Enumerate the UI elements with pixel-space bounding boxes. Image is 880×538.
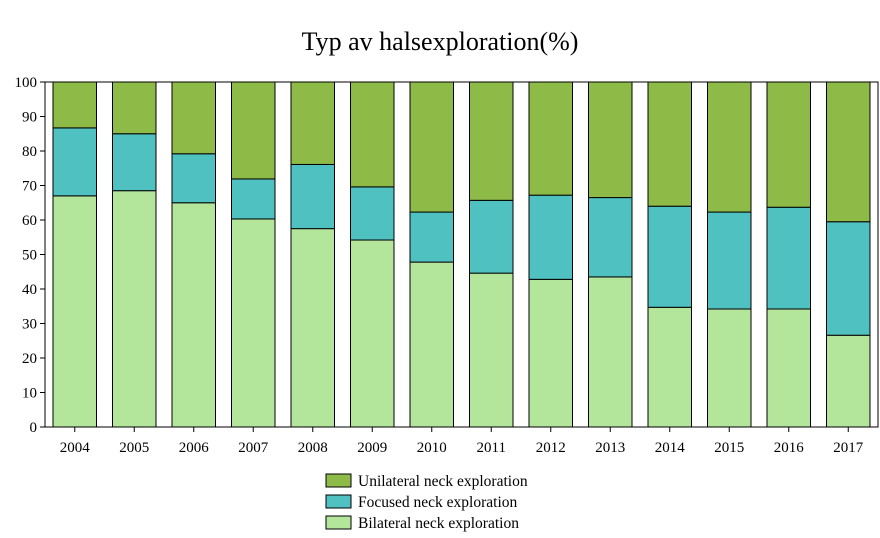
bar-2006-series-0: [171, 202, 216, 428]
bar-2009-series-2: [350, 81, 395, 188]
x-tick-label-2007: 2007: [238, 440, 269, 456]
y-tick-label-40: 40: [22, 282, 37, 298]
legend-swatch-0: [325, 473, 352, 488]
bar-2016-series-0: [766, 308, 811, 428]
x-tick-label-2013: 2013: [595, 440, 625, 456]
bar-2006-series-2: [171, 81, 216, 155]
bar-2017-series-1: [826, 221, 871, 336]
y-tick-label-90: 90: [22, 110, 37, 126]
bar-2009-series-0: [350, 239, 395, 428]
bar-2005-series-0: [112, 190, 157, 428]
bar-2016-series-1: [766, 206, 811, 310]
y-tick-label-70: 70: [22, 179, 37, 195]
axes-layer: 2004 2005 2006 2007 2008 2009 2010 2011 2012 2013…: [15, 75, 879, 456]
bar-2013-series-2: [588, 81, 633, 199]
bar-2004-series-2: [52, 81, 97, 129]
x-tick-label-2012: 2012: [536, 440, 566, 456]
y-tick-label-10: 10: [22, 386, 37, 402]
bar-2008-series-1: [290, 163, 335, 230]
legend-swatch-2: [325, 515, 352, 530]
bar-2010-series-0: [409, 261, 454, 428]
bar-2014-series-1: [647, 205, 692, 308]
chart-title: Typ av halsexploration(%): [302, 27, 579, 56]
x-tick-label-2009: 2009: [357, 440, 387, 456]
y-tick-label-0: 0: [30, 420, 38, 436]
bar-2009-series-1: [350, 186, 395, 241]
y-tick-label-80: 80: [22, 144, 37, 160]
bar-2014-series-0: [647, 306, 692, 428]
bar-2006-series-1: [171, 153, 216, 204]
y-tick-label-60: 60: [22, 213, 37, 229]
bar-2011-series-2: [469, 81, 514, 201]
bar-2015-series-0: [707, 308, 752, 428]
bar-2005-series-2: [112, 81, 157, 135]
bar-2011-series-1: [469, 199, 514, 274]
x-tick-label-2010: 2010: [417, 440, 447, 456]
x-tick-label-2017: 2017: [833, 440, 864, 456]
bar-2007-series-1: [231, 178, 276, 220]
bars-layer: [52, 81, 871, 428]
x-tick-label-2006: 2006: [179, 440, 210, 456]
x-tick-label-2014: 2014: [655, 440, 686, 456]
x-tick-label-2011: 2011: [477, 440, 506, 456]
legend: Unilateral neck exploration Focused neck …: [325, 473, 528, 532]
y-tick-label-20: 20: [22, 351, 37, 367]
x-tick-label-2016: 2016: [774, 440, 805, 456]
bar-2012-series-0: [528, 278, 573, 428]
bar-2017-series-0: [826, 334, 871, 428]
bar-2013-series-0: [588, 276, 633, 428]
bar-2007-series-0: [231, 218, 276, 428]
bar-2008-series-2: [290, 81, 335, 165]
bar-2007-series-2: [231, 81, 276, 180]
bar-2012-series-1: [528, 194, 573, 280]
bar-2004-series-1: [52, 127, 97, 197]
x-tick-label-2005: 2005: [119, 440, 149, 456]
x-tick-label-2004: 2004: [60, 440, 91, 456]
y-tick-label-50: 50: [22, 248, 37, 264]
x-tick-label-2008: 2008: [298, 440, 328, 456]
bar-2010-series-1: [409, 211, 454, 263]
plot-frame: [44, 81, 879, 428]
bar-2010-series-2: [409, 81, 454, 213]
bar-2012-series-2: [528, 81, 573, 196]
bar-2013-series-1: [588, 197, 633, 278]
bar-2015-series-1: [707, 211, 752, 310]
bar-2005-series-1: [112, 133, 157, 192]
bar-2014-series-2: [647, 81, 692, 207]
legend-label-1: Focused neck exploration: [358, 494, 518, 511]
legend-label-0: Unilateral neck exploration: [358, 473, 528, 490]
y-tick-label-30: 30: [22, 317, 37, 333]
y-tick-label-100: 100: [15, 75, 38, 91]
bar-2017-series-2: [826, 81, 871, 223]
legend-swatch-1: [325, 494, 352, 509]
x-tick-label-2015: 2015: [714, 440, 744, 456]
bar-2011-series-0: [469, 272, 514, 428]
bar-2016-series-2: [766, 81, 811, 208]
bar-2004-series-0: [52, 195, 97, 428]
bar-2008-series-0: [290, 228, 335, 428]
legend-label-2: Bilateral neck exploration: [358, 515, 519, 532]
bar-2015-series-2: [707, 81, 752, 213]
